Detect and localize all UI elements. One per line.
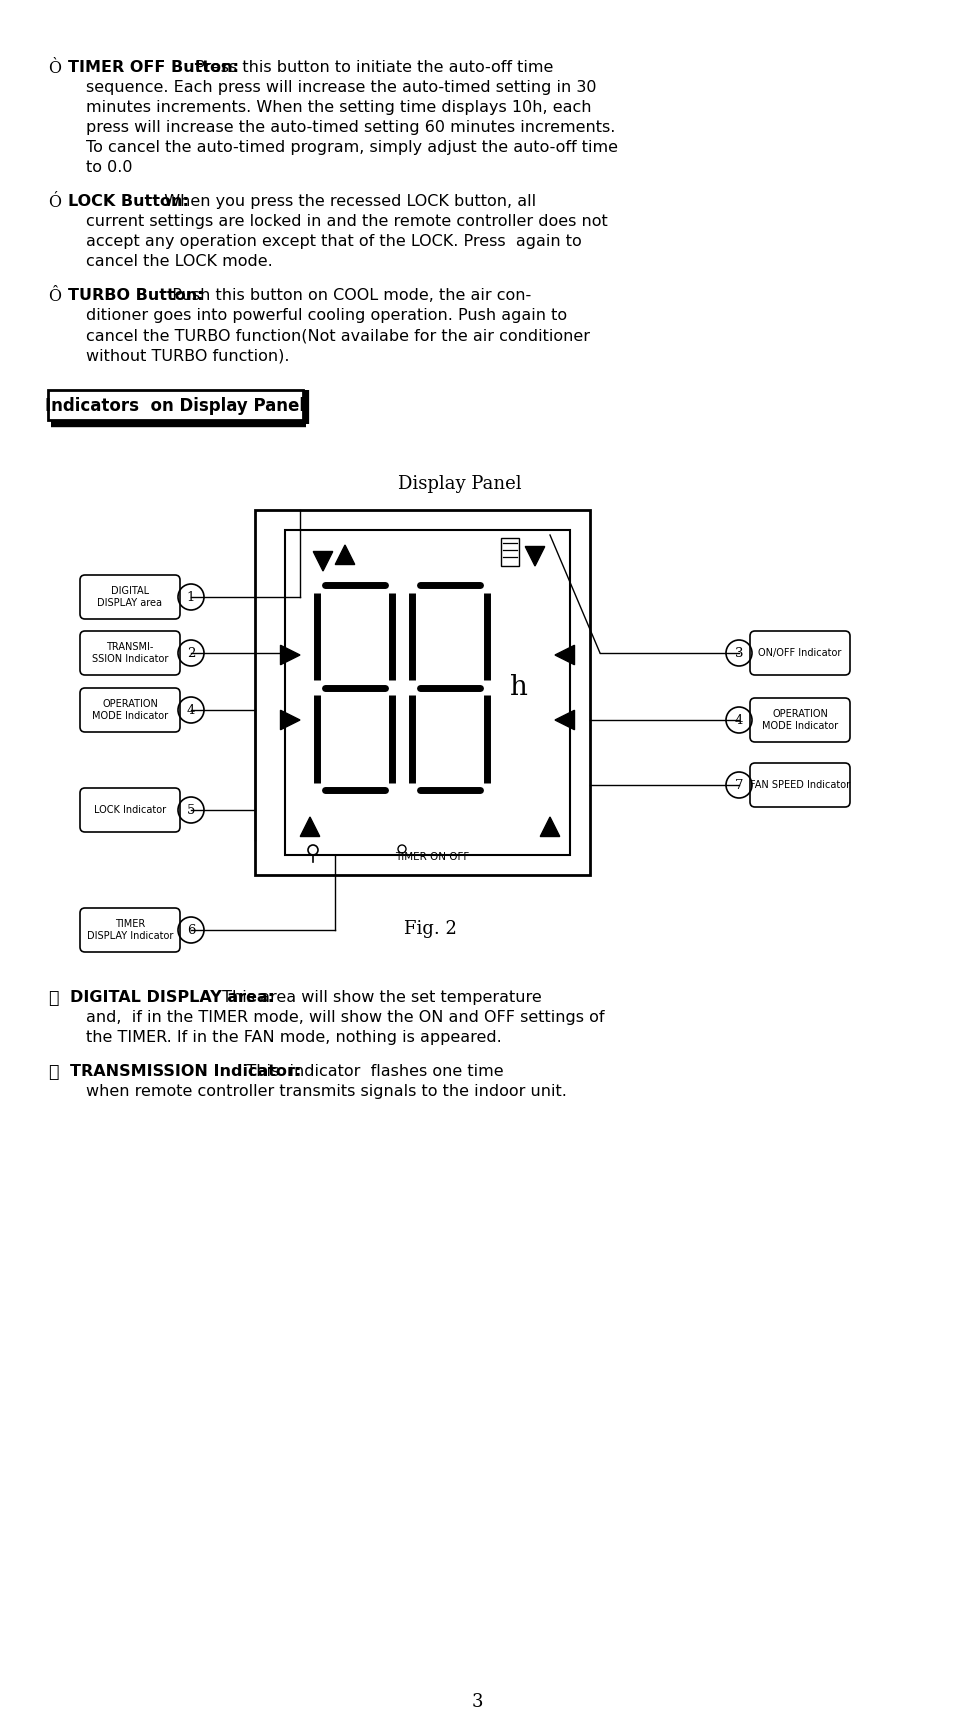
Text: TRANSMI-
SSION Indicator: TRANSMI- SSION Indicator bbox=[91, 642, 168, 664]
FancyBboxPatch shape bbox=[80, 631, 180, 676]
Text: minutes increments. When the setting time displays 10h, each: minutes increments. When the setting tim… bbox=[86, 99, 591, 115]
Text: DIGITAL
DISPLAY area: DIGITAL DISPLAY area bbox=[97, 587, 162, 607]
Text: 2: 2 bbox=[187, 647, 195, 659]
Text: 7: 7 bbox=[734, 779, 742, 792]
Text: 4: 4 bbox=[734, 713, 742, 727]
Text: To cancel the auto-timed program, simply adjust the auto-off time: To cancel the auto-timed program, simply… bbox=[86, 140, 618, 156]
Text: the TIMER. If in the FAN mode, nothing is appeared.: the TIMER. If in the FAN mode, nothing i… bbox=[86, 1030, 501, 1045]
Polygon shape bbox=[280, 710, 299, 731]
Text: cancel the TURBO function(Not availabe for the air conditioner: cancel the TURBO function(Not availabe f… bbox=[86, 329, 589, 342]
Text: 6: 6 bbox=[187, 924, 195, 936]
Text: h: h bbox=[508, 674, 526, 700]
Text: ON/OFF Indicator: ON/OFF Indicator bbox=[758, 648, 841, 659]
Text: 4: 4 bbox=[187, 703, 195, 717]
Text: TRANSMISSION Indicator:: TRANSMISSION Indicator: bbox=[70, 1064, 301, 1080]
Text: Display Panel: Display Panel bbox=[397, 476, 521, 493]
Text: cancel the LOCK mode.: cancel the LOCK mode. bbox=[86, 253, 273, 269]
FancyBboxPatch shape bbox=[80, 789, 180, 832]
Text: TURBO Button:: TURBO Button: bbox=[68, 287, 203, 303]
Text: and,  if in the TIMER mode, will show the ON and OFF settings of: and, if in the TIMER mode, will show the… bbox=[86, 1009, 604, 1025]
Text: DIGITAL DISPLAY area:: DIGITAL DISPLAY area: bbox=[70, 991, 274, 1004]
Polygon shape bbox=[555, 645, 574, 666]
Text: 1: 1 bbox=[187, 590, 195, 604]
Text: press will increase the auto-timed setting 60 minutes increments.: press will increase the auto-timed setti… bbox=[86, 120, 615, 135]
Text: OPERATION
MODE Indicator: OPERATION MODE Indicator bbox=[761, 708, 837, 731]
Text: Indicators  on Display Panel: Indicators on Display Panel bbox=[46, 397, 305, 416]
Polygon shape bbox=[555, 710, 574, 731]
Text: when remote controller transmits signals to the indoor unit.: when remote controller transmits signals… bbox=[86, 1085, 566, 1098]
Text: ①: ① bbox=[48, 991, 58, 1008]
FancyBboxPatch shape bbox=[80, 575, 180, 619]
Text: TIMER
DISPLAY Indicator: TIMER DISPLAY Indicator bbox=[87, 919, 173, 941]
Text: When you press the recessed LOCK button, all: When you press the recessed LOCK button,… bbox=[154, 193, 536, 209]
Text: LOCK Button:: LOCK Button: bbox=[68, 193, 189, 209]
FancyBboxPatch shape bbox=[749, 763, 849, 808]
Polygon shape bbox=[335, 546, 355, 565]
Text: sequence. Each press will increase the auto-timed setting in 30: sequence. Each press will increase the a… bbox=[86, 80, 596, 96]
Text: Ô: Ô bbox=[48, 287, 61, 305]
Text: This area will show the set temperature: This area will show the set temperature bbox=[216, 991, 541, 1004]
Bar bbox=[254, 510, 589, 874]
FancyBboxPatch shape bbox=[80, 688, 180, 732]
Text: Press this button to initiate the auto-off time: Press this button to initiate the auto-o… bbox=[191, 60, 553, 75]
Polygon shape bbox=[539, 816, 559, 837]
Polygon shape bbox=[313, 551, 333, 571]
Text: LOCK Indicator: LOCK Indicator bbox=[93, 804, 166, 814]
Text: TIMER OFF Button:: TIMER OFF Button: bbox=[68, 60, 239, 75]
Text: without TURBO function).: without TURBO function). bbox=[86, 347, 289, 363]
Text: Ó: Ó bbox=[48, 193, 61, 210]
Text: 3: 3 bbox=[734, 647, 742, 659]
Text: Fig. 2: Fig. 2 bbox=[403, 921, 456, 938]
Text: Ò: Ò bbox=[48, 60, 61, 77]
FancyBboxPatch shape bbox=[80, 909, 180, 951]
Text: FAN SPEED Indicator: FAN SPEED Indicator bbox=[749, 780, 849, 790]
Text: 5: 5 bbox=[187, 804, 195, 816]
FancyBboxPatch shape bbox=[749, 698, 849, 743]
Text: current settings are locked in and the remote controller does not: current settings are locked in and the r… bbox=[86, 214, 607, 229]
Text: ②: ② bbox=[48, 1064, 58, 1081]
Text: ditioner goes into powerful cooling operation. Push again to: ditioner goes into powerful cooling oper… bbox=[86, 308, 566, 323]
Text: accept any operation except that of the LOCK. Press  again to: accept any operation except that of the … bbox=[86, 234, 581, 250]
Bar bbox=[500, 537, 518, 566]
Bar bbox=[48, 390, 303, 419]
Bar bbox=[285, 530, 569, 856]
Text: to 0.0: to 0.0 bbox=[86, 161, 132, 175]
Polygon shape bbox=[280, 645, 299, 666]
Text: OPERATION
MODE Indicator: OPERATION MODE Indicator bbox=[91, 700, 168, 720]
FancyBboxPatch shape bbox=[749, 631, 849, 676]
Polygon shape bbox=[525, 546, 544, 566]
Text: 3: 3 bbox=[471, 1692, 482, 1711]
Text: This  indicator  flashes one time: This indicator flashes one time bbox=[231, 1064, 503, 1080]
Text: Push this button on COOL mode, the air con-: Push this button on COOL mode, the air c… bbox=[161, 287, 530, 303]
Text: TIMER ON OFF: TIMER ON OFF bbox=[395, 852, 469, 862]
Polygon shape bbox=[300, 816, 319, 837]
